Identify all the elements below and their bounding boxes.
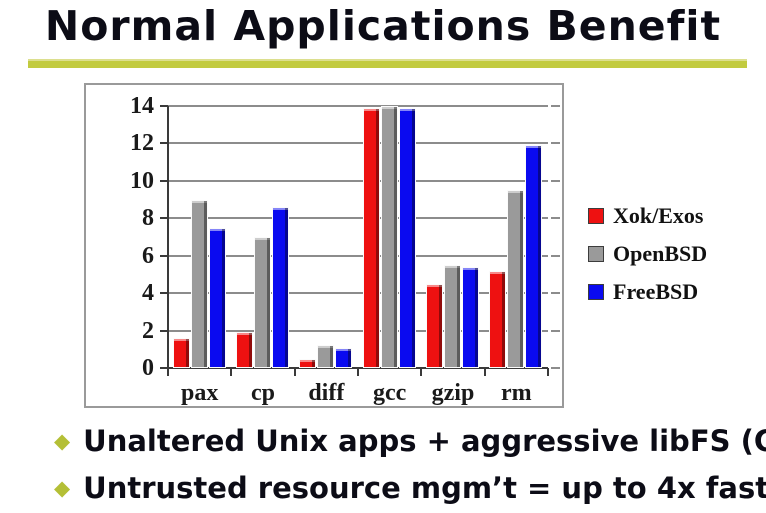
bullet-item: ◆ Unaltered Unix apps + aggressive libFS… [54,422,766,460]
x-axis-tick [293,368,296,376]
y-axis-tick [160,254,168,257]
y-axis-tick [160,292,168,295]
bullet-diamond-icon: ◆ [54,476,71,500]
x-axis-tick [357,368,359,376]
y-axis-tick [160,142,168,145]
legend-swatch-icon [588,208,604,224]
y-axis-tick [160,105,168,107]
right-tick [551,254,560,257]
legend-label: Xok/Exos [613,203,704,228]
right-tick [551,367,560,369]
right-tick [551,142,560,145]
y-axis-tick-label: 8 [142,205,154,232]
y-axis-tick [160,329,168,332]
right-tick [551,105,560,107]
y-axis-tick-label: 0 [142,355,154,381]
gridline [168,254,548,257]
y-axis-tick-label: 12 [130,130,154,157]
right-tick [551,329,560,332]
bar-gzip-0 [426,283,443,368]
bar-diff-2 [335,348,353,368]
legend-swatch-icon [588,284,604,300]
y-axis-tick-label: 14 [130,93,154,119]
y-axis-tick-label: 10 [130,167,154,194]
category-label: gzip [431,380,475,406]
bullet-item: ◆ Untrusted resource mgm’t = up to 4x fa… [54,469,766,507]
bar-gzip-1 [444,265,461,368]
y-axis-tick-label: 4 [142,280,154,307]
gridline [168,217,548,220]
bar-gzip-2 [462,266,479,368]
gridline [168,179,548,182]
y-axis-tick [160,217,168,220]
right-tick [551,217,560,220]
bar-pax-2 [208,227,226,368]
right-tick [551,292,560,295]
legend-item: OpenBSD [588,241,707,267]
legend-label: FreeBSD [613,279,699,304]
x-axis-tick [420,368,423,376]
bar-pax-1 [190,199,208,368]
category-label: gcc [373,380,407,406]
bar-cp-1 [254,237,271,368]
bar-cp-0 [236,332,253,368]
gridline [168,292,548,295]
x-axis-tick [230,368,233,376]
bullet-diamond-icon: ◆ [54,429,71,453]
bar-rm-2 [525,145,543,368]
gridline [168,142,548,145]
category-label: diff [308,380,345,406]
x-axis-tick [547,368,549,376]
x-axis-tick [483,368,486,376]
y-axis-line [167,106,169,369]
bar-pax-0 [172,338,190,368]
right-tick [551,179,560,182]
bar-gcc-2 [398,107,416,368]
y-axis-tick-label: 6 [142,242,154,269]
bar-gcc-0 [362,107,380,368]
bullet-list: ◆ Unaltered Unix apps + aggressive libFS… [54,422,766,513]
gridline [168,329,548,332]
bar-diff-1 [317,344,335,368]
y-axis-tick [160,179,168,182]
bar-diff-0 [299,358,317,368]
y-axis-tick-label: 2 [142,317,154,344]
bar-rm-0 [489,270,507,368]
legend-item: Xok/Exos [588,203,707,229]
chart-legend: Xok/Exos OpenBSD FreeBSD [588,203,707,317]
category-label: rm [500,380,532,406]
legend-item: FreeBSD [588,279,707,305]
bullet-text: Unaltered Unix apps + aggressive libFS (… [83,424,766,458]
legend-swatch-icon [588,246,604,262]
title-underline [28,59,747,68]
y-axis-tick [160,367,168,369]
slide-title: Normal Applications Benefit [44,2,722,50]
x-axis-tick [167,368,169,376]
category-label: cp [250,380,275,406]
chart-frame: 0 2 4 6 8 10 12 14 pax cp diff gcc gzip rm [84,83,564,408]
bar-cp-2 [272,207,289,368]
category-label: pax [180,380,219,406]
legend-label: OpenBSD [613,241,708,266]
bar-gcc-1 [380,106,398,368]
bullet-text: Untrusted resource mgm’t = up to 4x fast… [83,471,766,505]
bar-rm-1 [507,190,525,368]
gridline [168,105,548,107]
